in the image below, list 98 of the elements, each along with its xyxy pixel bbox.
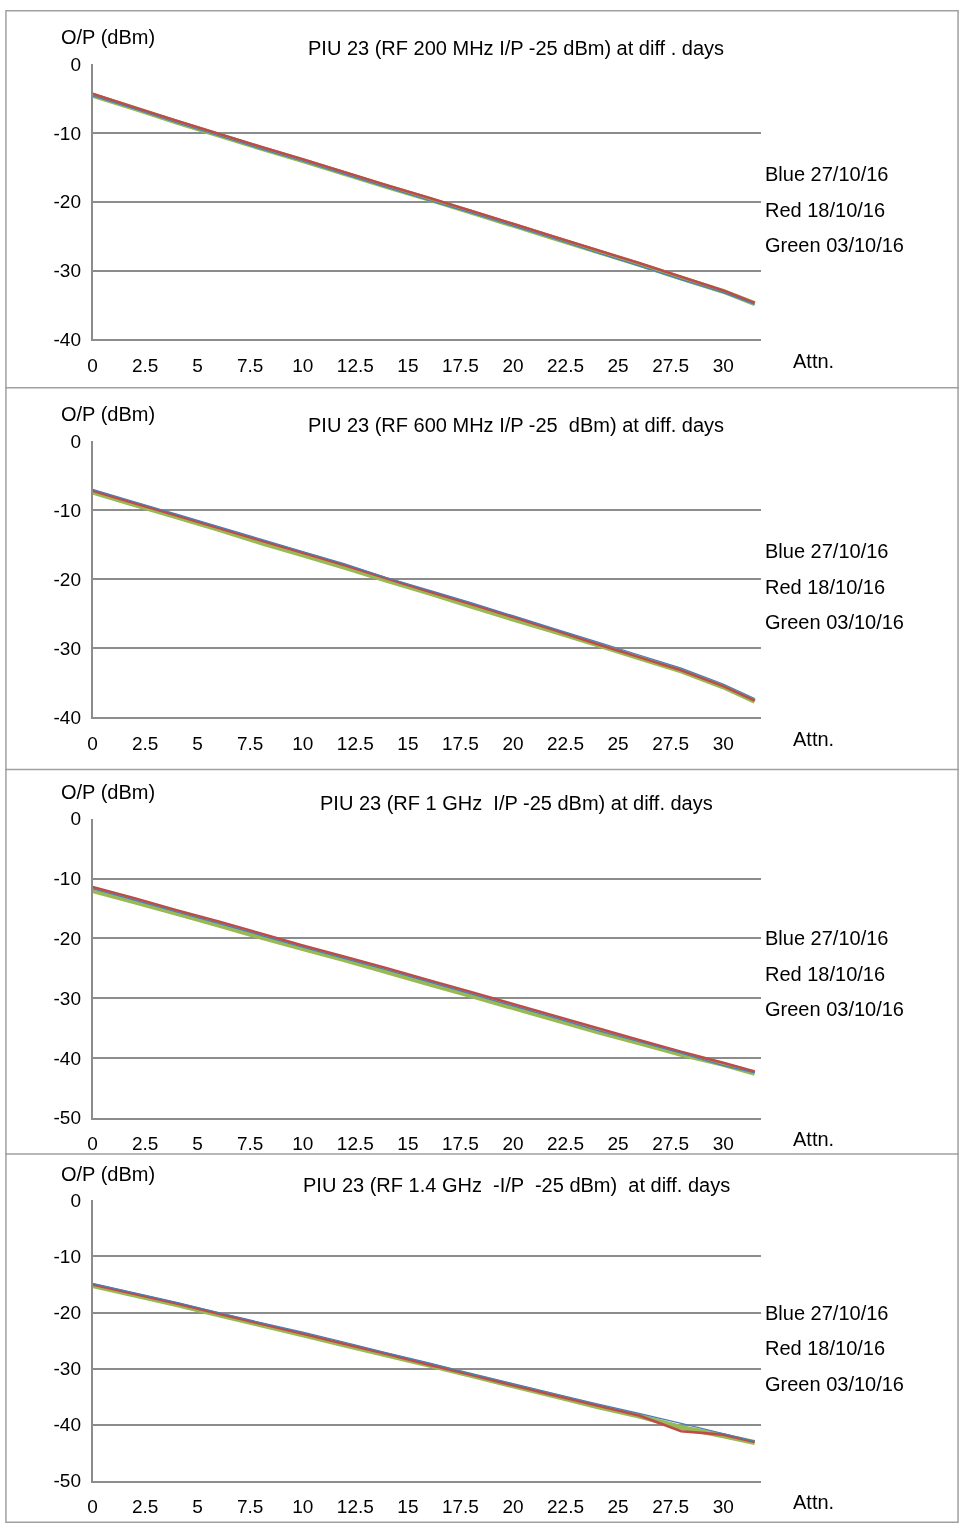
y-axis-title: O/P (dBm) (61, 781, 156, 803)
text: Green 03/10/16 (765, 1373, 904, 1395)
x-tick-label: 0 (87, 732, 98, 754)
x-tick-label: 17.5 (441, 354, 479, 376)
text: Blue 27/10/16 (765, 1302, 889, 1324)
x-tick-label: 0 (87, 1496, 98, 1518)
x-tick-label: 5 (192, 1133, 203, 1155)
y-tick-label: -30 (53, 260, 81, 282)
y-tick-label: -10 (53, 868, 81, 890)
chart-title: PIU 23 (RF 1.4 GHz -I/P -25 dBm) at diff. days (303, 1174, 731, 1196)
x-tick-label: 25 (607, 732, 629, 754)
x-tick-label: 20 (502, 1133, 524, 1155)
x-tick-label: 10 (292, 1133, 314, 1155)
text: Red 18/10/16 (765, 199, 886, 221)
x-tick-label: 0 (87, 1133, 98, 1155)
x-tick-label: 30 (712, 1496, 734, 1518)
x-tick-label: 5 (192, 354, 203, 376)
y-tick-label: -20 (53, 568, 81, 590)
y-tick-label: -40 (53, 329, 81, 351)
x-tick-label: 17.5 (441, 732, 479, 754)
x-tick-label: 7.5 (236, 732, 264, 754)
x-tick-label: 10 (292, 1496, 314, 1518)
y-axis-title: O/P (dBm) (61, 26, 156, 48)
x-axis-title: Attn. (793, 350, 835, 372)
y-tick-label: -20 (53, 191, 81, 213)
y-tick-label: -30 (53, 987, 81, 1009)
text: Blue 27/10/16 (765, 540, 889, 562)
x-tick-label: 20 (502, 732, 524, 754)
x-tick-label: 22.5 (547, 354, 585, 376)
y-tick-label: -20 (53, 927, 81, 949)
x-tick-label: 22.5 (547, 732, 585, 754)
x-tick-label: 30 (712, 1133, 734, 1155)
x-tick-label: 27.5 (652, 732, 690, 754)
x-tick-label: 20 (502, 354, 524, 376)
y-tick-label: -40 (53, 1414, 81, 1436)
y-tick-label: -50 (53, 1470, 81, 1492)
x-tick-label: 0 (87, 354, 98, 376)
y-tick-label: 0 (70, 808, 81, 830)
x-tick-label: 25 (607, 1133, 629, 1155)
x-tick-label: 2.5 (131, 354, 159, 376)
y-tick-label: -30 (53, 1358, 81, 1380)
x-tick-label: 30 (712, 354, 734, 376)
x-tick-label: 7.5 (236, 1133, 264, 1155)
x-tick-label: 27.5 (652, 1133, 690, 1155)
x-axis-title: Attn. (793, 728, 835, 750)
x-tick-label: 5 (192, 1496, 203, 1518)
x-tick-label: 25 (607, 1496, 629, 1518)
chart-title: PIU 23 (RF 200 MHz I/P -25 dBm) at diff . days (308, 37, 725, 59)
x-tick-label: 30 (712, 732, 734, 754)
x-tick-label: 10 (292, 732, 314, 754)
text: Red 18/10/16 (765, 1337, 886, 1359)
x-tick-label: 15 (397, 732, 419, 754)
x-tick-label: 27.5 (652, 1496, 690, 1518)
y-tick-label: -10 (53, 1246, 81, 1268)
y-tick-label: 0 (70, 430, 81, 452)
chart-title: PIU 23 (RF 1 GHz I/P -25 dBm) at diff. days (320, 792, 713, 814)
x-axis-title: Attn. (793, 1128, 835, 1150)
x-tick-label: 15 (397, 1133, 419, 1155)
x-tick-label: 25 (607, 354, 629, 376)
x-tick-label: 22.5 (547, 1496, 585, 1518)
x-tick-label: 15 (397, 354, 419, 376)
x-tick-label: 27.5 (652, 354, 690, 376)
y-tick-label: -10 (53, 122, 81, 144)
y-tick-label: -30 (53, 637, 81, 659)
x-tick-label: 17.5 (441, 1133, 479, 1155)
y-tick-label: -10 (53, 499, 81, 521)
y-tick-label: 0 (70, 53, 81, 75)
x-tick-label: 7.5 (236, 354, 264, 376)
x-tick-label: 10 (292, 354, 314, 376)
x-tick-label: 12.5 (336, 732, 374, 754)
text: Red 18/10/16 (765, 576, 886, 598)
x-tick-label: 12.5 (336, 1496, 374, 1518)
chart-title: PIU 23 (RF 600 MHz I/P -25 dBm) at diff. days (308, 414, 725, 436)
text: Green 03/10/16 (765, 998, 904, 1020)
x-tick-label: 2.5 (131, 732, 159, 754)
text: Red 18/10/16 (765, 963, 886, 985)
y-axis-title: O/P (dBm) (61, 403, 156, 425)
y-axis-title: O/P (dBm) (61, 1163, 156, 1185)
text: Green 03/10/16 (765, 611, 904, 633)
y-tick-label: -20 (53, 1302, 81, 1324)
x-tick-label: 20 (502, 1496, 524, 1518)
y-tick-label: -50 (53, 1107, 81, 1129)
x-tick-label: 7.5 (236, 1496, 264, 1518)
y-tick-label: 0 (70, 1190, 81, 1212)
x-tick-label: 2.5 (131, 1133, 159, 1155)
x-axis-title: Attn. (793, 1491, 835, 1513)
text: Blue 27/10/16 (765, 927, 889, 949)
x-tick-label: 12.5 (336, 354, 374, 376)
text: Blue 27/10/16 (765, 163, 889, 185)
x-tick-label: 15 (397, 1496, 419, 1518)
y-tick-label: -40 (53, 1047, 81, 1069)
x-tick-label: 17.5 (441, 1496, 479, 1518)
x-tick-label: 2.5 (131, 1496, 159, 1518)
y-tick-label: -40 (53, 706, 81, 728)
x-tick-label: 22.5 (547, 1133, 585, 1155)
x-tick-label: 12.5 (336, 1133, 374, 1155)
x-tick-label: 5 (192, 732, 203, 754)
text: Green 03/10/16 (765, 234, 904, 256)
